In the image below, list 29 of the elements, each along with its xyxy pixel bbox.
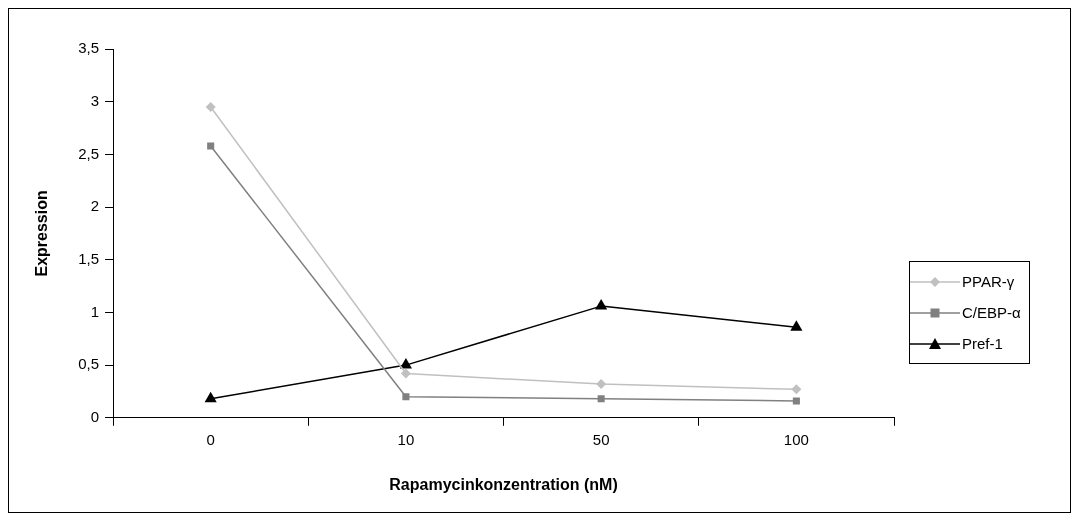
point bbox=[205, 101, 216, 112]
x-tick-label: 100 bbox=[783, 430, 809, 448]
point bbox=[402, 393, 410, 401]
y-tick-label: 0 bbox=[90, 407, 100, 425]
point bbox=[204, 391, 217, 403]
point bbox=[792, 397, 800, 405]
x-tick-label: 0 bbox=[206, 430, 215, 448]
x-tick-label: 50 bbox=[592, 430, 610, 448]
point bbox=[791, 384, 802, 395]
legend-label: C/EBP-α bbox=[962, 304, 1021, 321]
y-tick-label: 1,5 bbox=[78, 249, 100, 267]
x-axis-title: Rapamycinkonzentration (nM) bbox=[389, 475, 618, 493]
point bbox=[596, 379, 607, 390]
point bbox=[399, 358, 412, 369]
point bbox=[400, 368, 411, 379]
point bbox=[595, 299, 608, 310]
y-tick-label: 0,5 bbox=[78, 355, 100, 373]
y-tick-label: 1 bbox=[90, 302, 100, 320]
y-tick-label: 3 bbox=[90, 91, 100, 109]
y-tick-label: 2 bbox=[90, 197, 100, 215]
point bbox=[597, 395, 605, 403]
y-tick-label: 3,5 bbox=[78, 39, 100, 57]
x-tick-label: 10 bbox=[397, 430, 415, 448]
legend-label: PPAR-γ bbox=[962, 273, 1015, 290]
legend-label: Pref-1 bbox=[962, 335, 1003, 352]
point bbox=[790, 320, 803, 331]
point bbox=[207, 142, 215, 150]
y-tick-label: 2,5 bbox=[78, 144, 100, 162]
y-axis-title: Expression bbox=[33, 190, 51, 277]
